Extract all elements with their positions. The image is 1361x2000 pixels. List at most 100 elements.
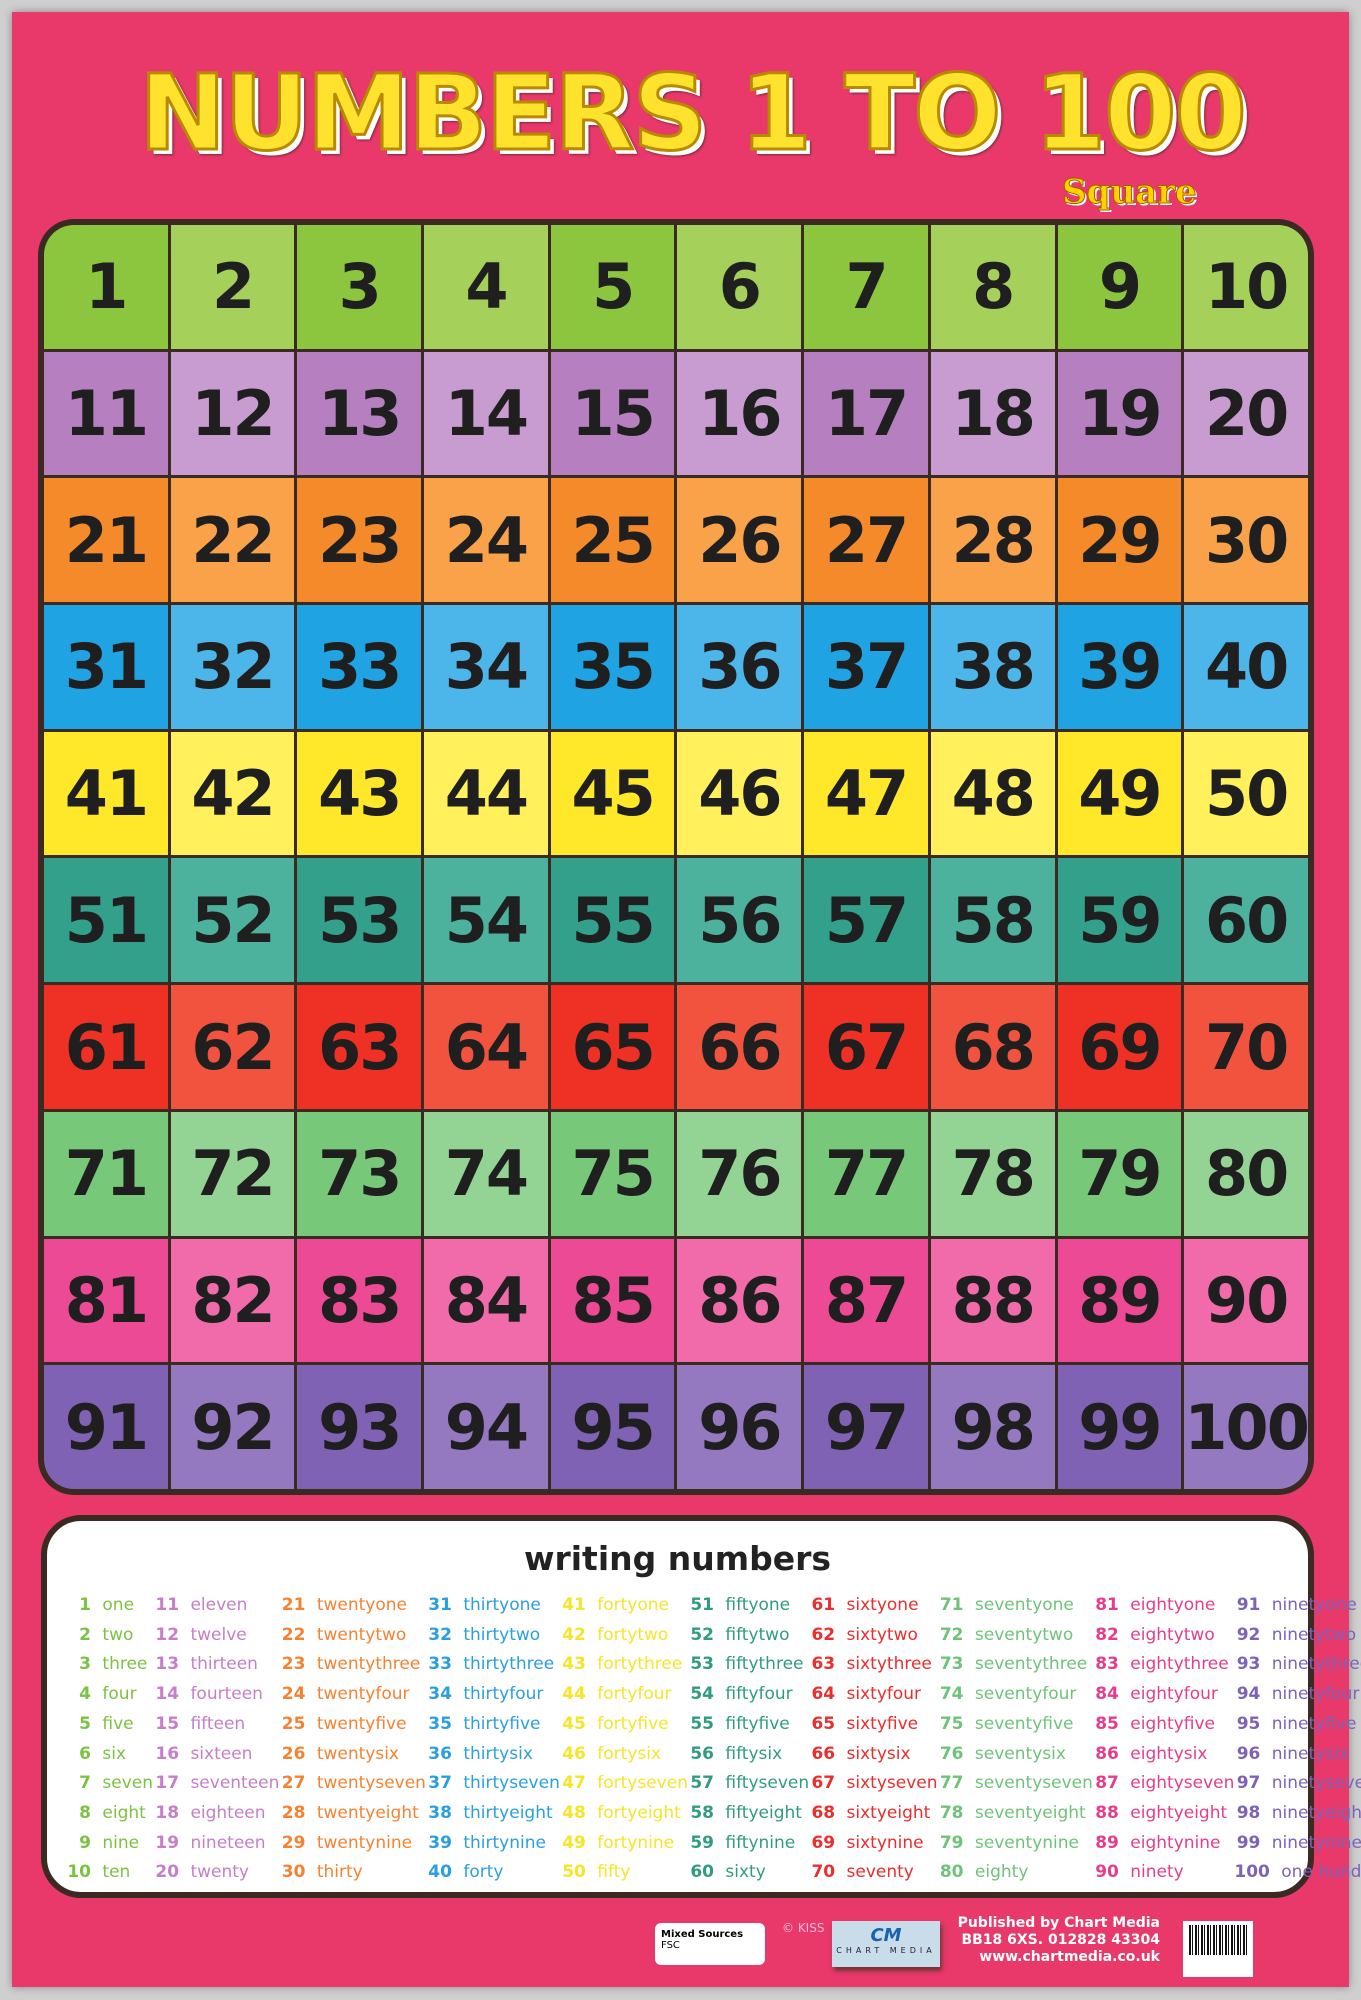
- grid-cell-20: 20: [1184, 351, 1308, 476]
- number-word-text: sixtyseven: [846, 1773, 938, 1794]
- number-word-text: twentyseven: [316, 1773, 426, 1794]
- number-digit: 76: [939, 1743, 964, 1764]
- grid-cell-69: 69: [1057, 985, 1182, 1109]
- number-digit: 29: [281, 1832, 306, 1853]
- grid-cell-12: 12: [170, 351, 295, 476]
- grid-cell-17: 17: [804, 351, 928, 476]
- number-word-text: one: [102, 1595, 135, 1615]
- number-word-88: 88 eightyeight: [1093, 1799, 1235, 1829]
- grid-cell-67: 67: [804, 985, 928, 1109]
- number-digit: 7: [79, 1773, 91, 1794]
- number-digit: 9: [79, 1832, 91, 1853]
- words-column: 1 one 2 two 3 three 4 four 5 five 6 six 7 seve…: [65, 1591, 153, 1888]
- number-digit: 37: [428, 1773, 452, 1794]
- number-word-93: 93 ninetythree: [1234, 1650, 1361, 1680]
- number-digit: 68: [811, 1802, 836, 1823]
- number-word-73: 73 seventythree: [938, 1650, 1093, 1680]
- grid-cell-88: 88: [930, 1238, 1055, 1363]
- number-word-text: eightytwo: [1130, 1624, 1215, 1645]
- grid-cell-23: 23: [297, 478, 422, 603]
- number-digit: 45: [562, 1713, 586, 1734]
- number-word-text: eightyfour: [1130, 1684, 1218, 1705]
- number-digit: 84: [1095, 1684, 1119, 1705]
- grid-cell-59: 59: [1057, 858, 1182, 983]
- number-word-51: 51 fiftyone: [688, 1591, 809, 1621]
- number-word-37: 37 thirtyseven: [426, 1769, 560, 1799]
- number-word-35: 35 thirtyfive: [426, 1710, 560, 1740]
- number-word-text: sixteen: [190, 1743, 253, 1764]
- number-digit: 54: [690, 1684, 714, 1705]
- grid-cell-96: 96: [677, 1365, 802, 1489]
- number-word-55: 55 fiftyfive: [688, 1710, 809, 1740]
- number-digit: 99: [1236, 1832, 1261, 1853]
- number-digit: 64: [811, 1684, 836, 1705]
- words-column: 31 thirtyone 32 thirtytwo 33 thirtythree 34…: [426, 1591, 560, 1888]
- number-digit: 63: [811, 1654, 836, 1675]
- number-digit: 81: [1095, 1595, 1119, 1615]
- words-column: 71 seventyone 72 seventytwo 73 seventythre…: [938, 1591, 1093, 1888]
- number-word-5: 5 five: [65, 1710, 153, 1740]
- number-digit: 59: [690, 1832, 714, 1853]
- number-word-1: 1 one: [65, 1591, 153, 1621]
- number-digit: 85: [1095, 1713, 1119, 1734]
- number-word-text: fourteen: [190, 1684, 263, 1705]
- number-digit: 58: [690, 1802, 714, 1823]
- number-word-text: one hundred: [1281, 1862, 1361, 1883]
- grid-cell-31: 31: [44, 605, 168, 729]
- number-digit: 50: [562, 1862, 586, 1883]
- number-word-text: seventyfive: [974, 1713, 1074, 1734]
- number-digit: 27: [281, 1773, 306, 1794]
- number-word-77: 77 seventyseven: [938, 1769, 1093, 1799]
- number-word-text: sixtyfour: [846, 1684, 922, 1705]
- grid-cell-80: 80: [1184, 1111, 1308, 1236]
- number-word-text: fortyfour: [597, 1684, 672, 1705]
- grid-cell-77: 77: [804, 1111, 928, 1236]
- grid-cell-27: 27: [804, 478, 928, 603]
- grid-cell-92: 92: [170, 1365, 295, 1489]
- number-word-47: 47 fortyseven: [560, 1769, 688, 1799]
- number-digit: 57: [690, 1773, 714, 1794]
- number-word-66: 66 sixtysix: [809, 1740, 937, 1770]
- words-column: 51 fiftyone 52 fiftytwo 53 fiftythree 54 fi…: [688, 1591, 809, 1888]
- grid-cell-61: 61: [44, 985, 168, 1109]
- number-word-60: 60 sixty: [688, 1858, 809, 1888]
- grid-cell-2: 2: [170, 225, 295, 349]
- number-word-text: fifteen: [190, 1713, 246, 1734]
- number-word-30: 30 thirty: [279, 1858, 426, 1888]
- number-digit: 89: [1095, 1832, 1119, 1853]
- number-word-67: 67 sixtyseven: [809, 1769, 937, 1799]
- number-digit: 21: [281, 1595, 306, 1615]
- number-digit: 88: [1095, 1802, 1119, 1823]
- number-word-92: 92 ninetytwo: [1234, 1621, 1361, 1651]
- grid-cell-46: 46: [677, 731, 802, 856]
- number-word-text: fortyeight: [597, 1802, 681, 1823]
- number-digit: 14: [155, 1684, 180, 1705]
- number-word-49: 49 fortynine: [560, 1829, 688, 1859]
- number-word-10: 10 ten: [65, 1858, 153, 1888]
- number-word-20: 20 twenty: [153, 1858, 279, 1888]
- grid-cell-100: 100: [1184, 1365, 1310, 1489]
- number-digit: 23: [281, 1654, 306, 1675]
- grid-cell-35: 35: [550, 605, 675, 729]
- number-word-17: 17 seventeen: [153, 1769, 279, 1799]
- number-digit: 28: [281, 1802, 306, 1823]
- number-word-text: eightyeight: [1130, 1802, 1228, 1823]
- number-word-26: 26 twentysix: [279, 1740, 426, 1770]
- number-word-12: 12 twelve: [153, 1621, 279, 1651]
- grid-cell-36: 36: [677, 605, 802, 729]
- number-word-61: 61 sixtyone: [809, 1591, 937, 1621]
- number-digit: 80: [939, 1862, 964, 1883]
- number-word-text: eightynine: [1130, 1832, 1221, 1853]
- number-word-48: 48 fortyeight: [560, 1799, 688, 1829]
- grid-cell-53: 53: [297, 858, 422, 983]
- grid-cell-45: 45: [550, 731, 675, 856]
- number-digit: 91: [1236, 1595, 1261, 1615]
- number-word-39: 39 thirtynine: [426, 1829, 560, 1859]
- number-word-98: 98 ninetyeight: [1234, 1799, 1361, 1829]
- number-word-text: seven: [102, 1773, 154, 1794]
- number-digit: 70: [811, 1862, 836, 1883]
- number-word-text: ninety: [1130, 1862, 1184, 1883]
- number-word-text: eighty: [974, 1862, 1029, 1883]
- number-digit: 5: [79, 1713, 91, 1734]
- grid-cell-82: 82: [170, 1238, 295, 1363]
